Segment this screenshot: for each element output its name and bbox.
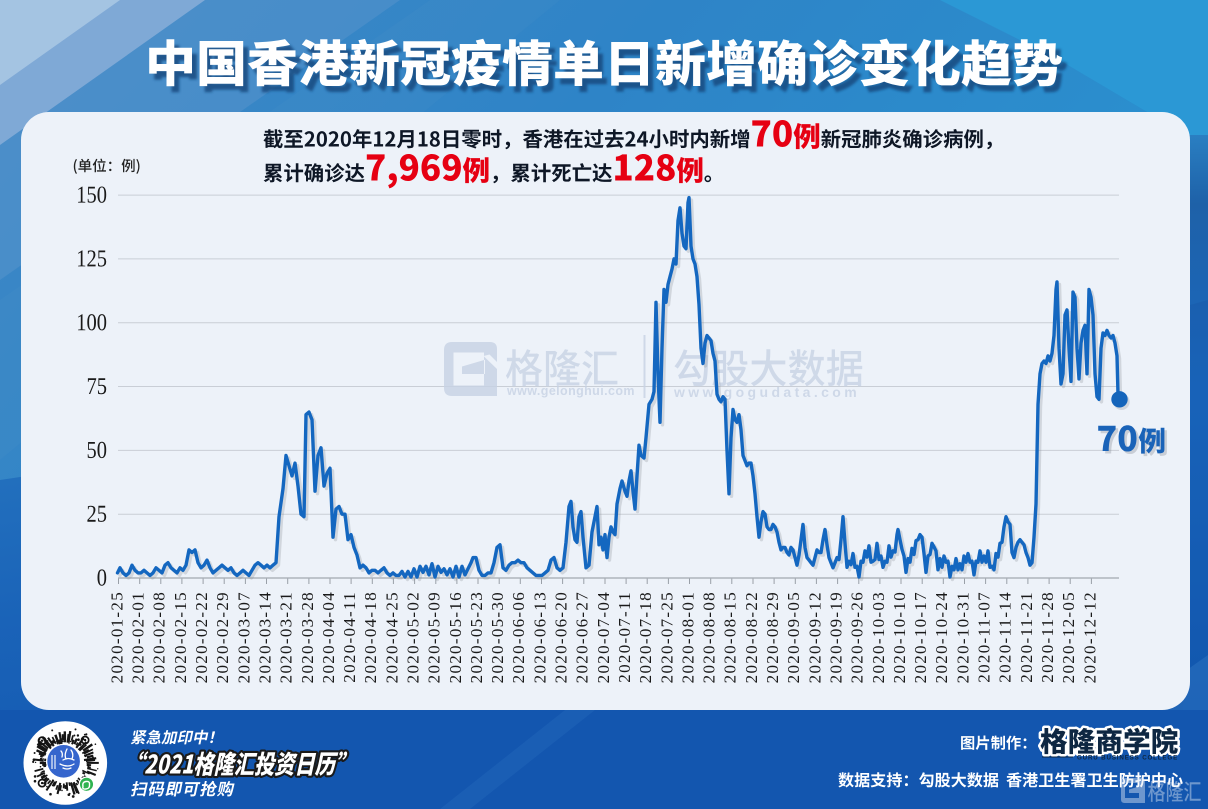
svg-text:2020-03-21: 2020-03-21 <box>277 591 296 683</box>
svg-text:2020-10-31: 2020-10-31 <box>953 591 972 683</box>
svg-text:2020-03-14: 2020-03-14 <box>255 591 274 683</box>
svg-text:2020-02-29: 2020-02-29 <box>213 591 232 683</box>
svg-text:2020-10-10: 2020-10-10 <box>890 591 909 683</box>
svg-text:2020-07-25: 2020-07-25 <box>657 591 676 683</box>
svg-text:2020-11-21: 2020-11-21 <box>1017 591 1036 683</box>
svg-text:2020-09-05: 2020-09-05 <box>784 591 803 683</box>
svg-text:2020-04-18: 2020-04-18 <box>361 591 380 683</box>
svg-text:2020-12-05: 2020-12-05 <box>1059 591 1078 683</box>
svg-text:2020-04-25: 2020-04-25 <box>382 591 401 683</box>
svg-text:2020-01-25: 2020-01-25 <box>107 591 126 683</box>
svg-text:2020-06-13: 2020-06-13 <box>530 591 549 683</box>
svg-text:2020-11-07: 2020-11-07 <box>975 591 994 683</box>
svg-text:2020-07-18: 2020-07-18 <box>636 591 655 683</box>
svg-text:2020-02-22: 2020-02-22 <box>192 591 211 683</box>
svg-text:2020-03-07: 2020-03-07 <box>234 591 253 683</box>
svg-text:2020-06-20: 2020-06-20 <box>552 591 571 683</box>
svg-text:GURU BUSINESS COLLEGE: GURU BUSINESS COLLEGE <box>1077 755 1178 762</box>
svg-text:2020-04-04: 2020-04-04 <box>319 591 338 683</box>
svg-text:2020-09-12: 2020-09-12 <box>805 591 824 683</box>
svg-text:2020-10-24: 2020-10-24 <box>932 591 951 683</box>
svg-text:2020-05-23: 2020-05-23 <box>467 591 486 683</box>
svg-text:2020-08-22: 2020-08-22 <box>742 591 761 683</box>
svg-text:2020-02-01: 2020-02-01 <box>129 591 148 683</box>
svg-text:2020-08-08: 2020-08-08 <box>700 591 719 683</box>
svg-text:2020-11-14: 2020-11-14 <box>996 591 1015 683</box>
svg-text:2020-08-01: 2020-08-01 <box>678 591 697 683</box>
svg-text:2020-05-16: 2020-05-16 <box>446 591 465 683</box>
svg-text:2020-08-29: 2020-08-29 <box>763 591 782 683</box>
svg-text:2020-09-19: 2020-09-19 <box>827 591 846 683</box>
svg-text:2020-02-08: 2020-02-08 <box>150 591 169 683</box>
svg-text:2020-05-09: 2020-05-09 <box>425 591 444 683</box>
svg-text:www.gelonghui.com: www.gelonghui.com <box>506 384 635 398</box>
svg-text:2020-07-11: 2020-07-11 <box>615 591 634 683</box>
svg-text:2020-07-04: 2020-07-04 <box>594 591 613 683</box>
svg-text:2020-10-17: 2020-10-17 <box>911 591 930 683</box>
svg-text:2020-04-11: 2020-04-11 <box>340 591 359 683</box>
svg-text:2020-10-03: 2020-10-03 <box>869 591 888 683</box>
svg-text:www.gogudata.com: www.gogudata.com <box>673 384 860 400</box>
svg-text:2020-03-28: 2020-03-28 <box>298 591 317 683</box>
svg-text:2020-08-15: 2020-08-15 <box>721 591 740 683</box>
svg-text:2020-06-06: 2020-06-06 <box>509 591 528 683</box>
svg-text:2020-05-30: 2020-05-30 <box>488 591 507 683</box>
svg-text:2020-09-26: 2020-09-26 <box>848 591 867 683</box>
svg-text:2020-02-15: 2020-02-15 <box>171 591 190 683</box>
svg-text:2020-06-27: 2020-06-27 <box>573 591 592 683</box>
svg-text:2020-12-12: 2020-12-12 <box>1080 591 1099 683</box>
svg-text:2020-11-28: 2020-11-28 <box>1038 591 1057 683</box>
svg-text:2020-05-02: 2020-05-02 <box>404 591 423 683</box>
